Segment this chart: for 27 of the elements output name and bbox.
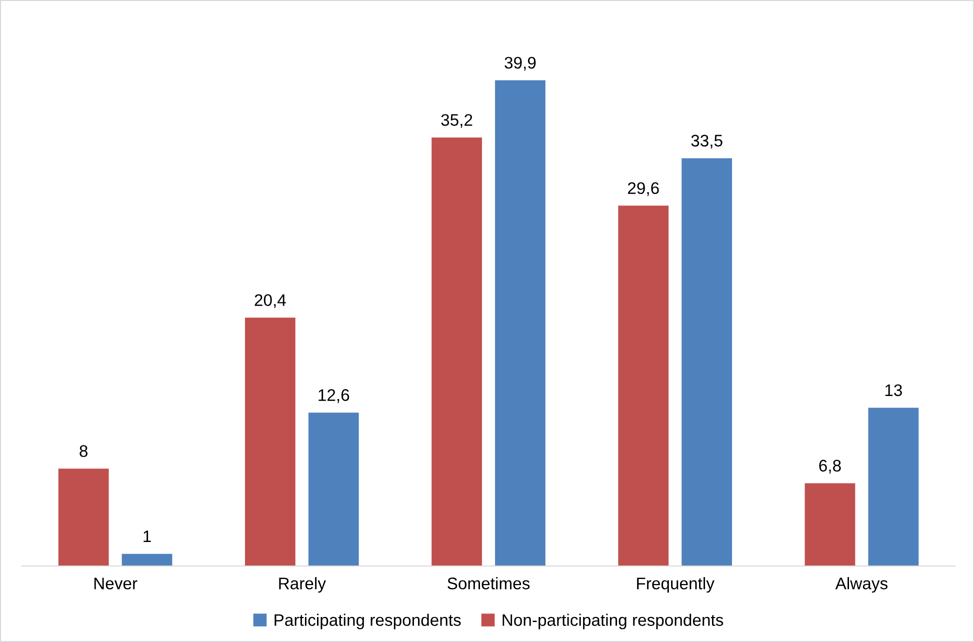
data-label: 8 — [80, 445, 88, 457]
data-label: 35,2 — [441, 114, 472, 128]
x-tick-label: Rarely — [279, 577, 326, 593]
data-label: 13 — [885, 384, 902, 396]
bar — [868, 408, 919, 566]
x-tick-label: Never — [94, 578, 138, 590]
bar — [495, 80, 546, 566]
data-label: 20,4 — [254, 294, 286, 308]
x-tick-label: Sometimes — [448, 577, 530, 590]
bar — [122, 554, 172, 566]
data-label: 12,6 — [318, 389, 350, 403]
legend-label: Non-participating respondents — [502, 614, 724, 630]
bar — [618, 206, 669, 566]
data-label: 33,5 — [691, 134, 722, 149]
x-tick-label: Frequently — [637, 577, 714, 593]
bar — [432, 138, 482, 566]
data-label: 6,8 — [819, 460, 841, 474]
data-label: 1 — [144, 530, 151, 542]
legend-label: Participating respondents — [274, 614, 461, 630]
data-label: 39,9 — [504, 56, 536, 71]
bar — [58, 468, 109, 566]
bar — [682, 158, 732, 566]
bar — [244, 318, 296, 566]
data-label: 29,6 — [628, 182, 659, 196]
bar — [804, 483, 856, 566]
bar — [308, 412, 359, 566]
x-tick-label: Always — [835, 577, 888, 593]
